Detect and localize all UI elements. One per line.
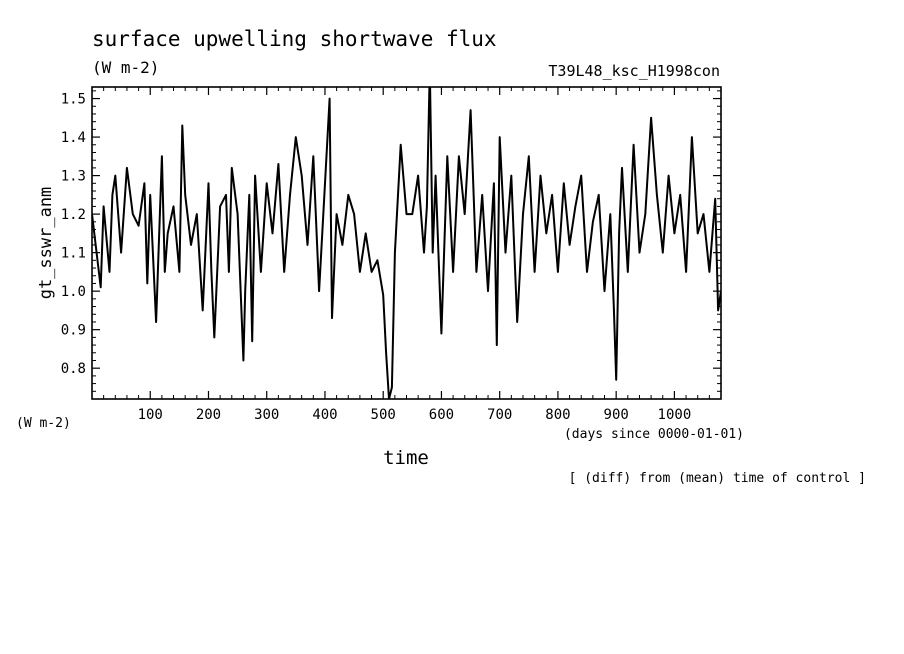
plot-frame bbox=[91, 86, 722, 400]
x-tick-label: 700 bbox=[487, 407, 512, 423]
x-axis-label: time bbox=[383, 447, 429, 469]
x-tick-label: 100 bbox=[138, 407, 163, 423]
x-tick-label: 800 bbox=[545, 407, 570, 423]
x-tick-label: 300 bbox=[254, 407, 279, 423]
y-tick-label: 0.9 bbox=[61, 323, 86, 339]
x-tick-label: 500 bbox=[371, 407, 396, 423]
y-tick-label: 0.8 bbox=[61, 361, 86, 377]
series-line bbox=[92, 87, 721, 399]
y-tick-label: 1.3 bbox=[61, 169, 86, 185]
y-tick-label: 1.5 bbox=[61, 92, 86, 108]
x-axis-units: (days since 0000-01-01) bbox=[564, 427, 744, 442]
y-axis-units: (W m-2) bbox=[16, 416, 71, 431]
x-tick-label: 900 bbox=[604, 407, 629, 423]
chart-units: (W m-2) bbox=[92, 58, 159, 77]
y-tick-label: 1.2 bbox=[61, 207, 86, 223]
y-tick-label: 1.1 bbox=[61, 246, 86, 262]
x-tick-label: 200 bbox=[196, 407, 221, 423]
chart-title: surface upwelling shortwave flux bbox=[92, 27, 497, 51]
footnote: [ (diff) from (mean) time of control ] bbox=[569, 471, 866, 486]
x-tick-label: 1000 bbox=[658, 407, 692, 423]
y-tick-label: 1.0 bbox=[61, 284, 86, 300]
y-axis-label: gt_sswr_anm bbox=[36, 187, 56, 300]
x-tick-label: 400 bbox=[312, 407, 337, 423]
x-tick-label: 600 bbox=[429, 407, 454, 423]
run-label: T39L48_ksc_H1998con bbox=[548, 62, 720, 80]
y-tick-label: 1.4 bbox=[61, 130, 86, 146]
